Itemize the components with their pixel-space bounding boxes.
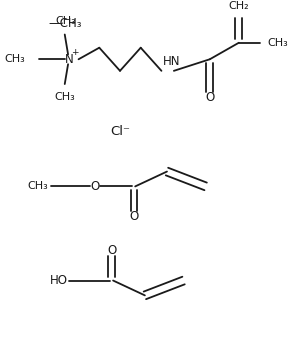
Text: Cl⁻: Cl⁻ <box>110 125 130 138</box>
Text: CH₂: CH₂ <box>228 1 249 12</box>
Text: CH₃: CH₃ <box>54 92 75 102</box>
Text: O: O <box>107 244 116 257</box>
Text: N: N <box>65 53 74 66</box>
Text: HO: HO <box>50 274 67 287</box>
Text: CH₃: CH₃ <box>56 16 77 26</box>
Text: CH₃: CH₃ <box>4 54 25 64</box>
Text: O: O <box>91 180 100 193</box>
Text: CH₃: CH₃ <box>27 181 48 192</box>
Text: CH₃: CH₃ <box>268 38 288 48</box>
Text: O: O <box>129 210 138 223</box>
Text: HN: HN <box>163 55 180 67</box>
Text: O: O <box>205 91 214 104</box>
Text: —CH₃: —CH₃ <box>48 17 81 29</box>
Text: +: + <box>72 47 79 57</box>
